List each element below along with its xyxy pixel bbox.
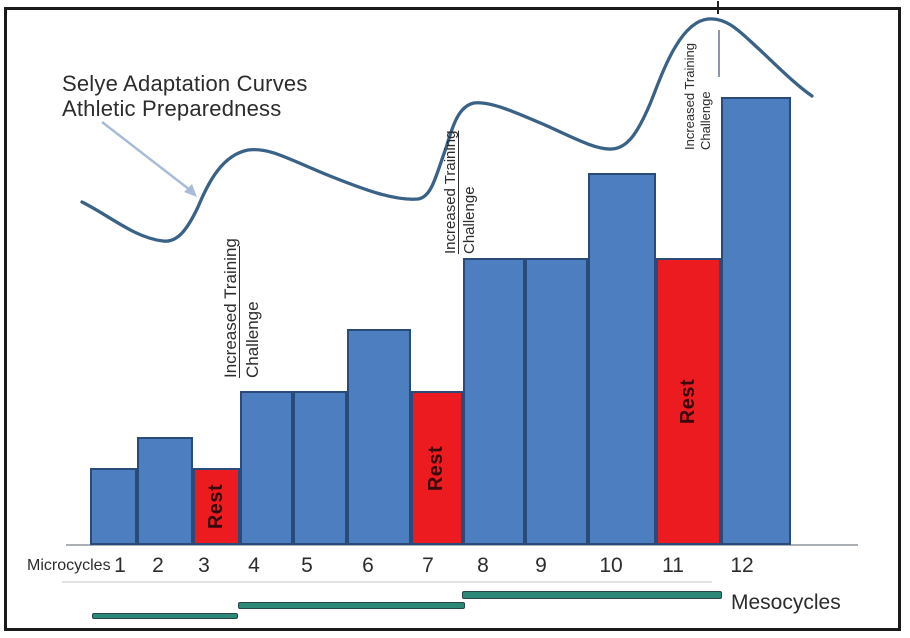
- microcycles-axis-label: Microcycles: [27, 557, 111, 574]
- bar-microcycle-5: [293, 391, 347, 545]
- adaptation-curve: [80, 17, 814, 243]
- annotation-line1: Increased Training: [682, 43, 697, 150]
- microcycle-number-7: 7: [422, 554, 434, 577]
- rest-label: Rest: [205, 483, 228, 530]
- microcycle-number-8: 8: [477, 554, 489, 577]
- chart-title: Selye Adaptation Curves Athletic Prepare…: [62, 71, 308, 121]
- microcycle-number-5: 5: [301, 554, 313, 577]
- bar-microcycle-9: [525, 258, 588, 545]
- mesocycle-bar-3: [462, 591, 722, 599]
- rest-label: Rest: [425, 445, 448, 491]
- bar-microcycle-2: [137, 437, 193, 545]
- bar-microcycle-7: Rest: [411, 391, 463, 545]
- microcycle-number-10: 10: [599, 554, 623, 577]
- title-arrow-head: [184, 184, 197, 197]
- microcycle-number-4: 4: [248, 554, 260, 577]
- microcycle-number-9: 9: [535, 554, 547, 577]
- bar-microcycle-8: [463, 258, 525, 545]
- annotation-line2: Challenge: [243, 301, 262, 378]
- mesocycle-bar-2: [238, 602, 465, 609]
- microcycle-number-1: 1: [114, 554, 126, 577]
- microcycle-number-3: 3: [198, 554, 210, 577]
- annotation-line2: Challenge: [461, 186, 478, 254]
- chart-title-line2: Athletic Preparedness: [62, 96, 282, 121]
- increased-training-challenge-label-3: Increased Training Challenge: [682, 40, 714, 150]
- rest-label: Rest: [676, 378, 699, 425]
- bar-microcycle-1: [90, 468, 137, 545]
- bar-microcycle-4: [240, 391, 293, 545]
- mesocycles-axis-label: Mesocycles: [731, 591, 841, 614]
- increased-training-challenge-label-2: Increased Training Challenge: [441, 128, 479, 254]
- annotation-line1: Increased Training: [221, 238, 240, 378]
- bar-microcycle-10: [588, 173, 656, 545]
- microcycle-number-6: 6: [362, 554, 374, 577]
- microcycle-number-12: 12: [730, 554, 754, 577]
- mesocycle-bar-1: [92, 613, 238, 619]
- bar-microcycle-12: [721, 97, 791, 545]
- bar-microcycle-3: Rest: [193, 468, 240, 545]
- annotation-line2: Challenge: [698, 91, 713, 150]
- bar-microcycle-6: [347, 329, 411, 545]
- chart-title-line1: Selye Adaptation Curves: [62, 71, 308, 96]
- bar-microcycle-11: Rest: [656, 258, 721, 545]
- title-arrow-line: [101, 121, 191, 191]
- microcycle-number-11: 11: [662, 554, 684, 577]
- microcycle-number-2: 2: [152, 554, 164, 577]
- increased-training-challenge-label-1: Increased Training Challenge: [220, 228, 264, 378]
- annotation-line1: Increased Training: [442, 130, 459, 254]
